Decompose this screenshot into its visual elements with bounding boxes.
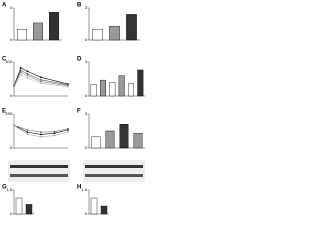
point [26, 128, 29, 131]
point [13, 124, 15, 127]
point [53, 132, 56, 135]
blot-band [85, 174, 143, 177]
point [40, 135, 42, 138]
point [40, 131, 42, 134]
point [26, 70, 29, 73]
point [40, 80, 42, 83]
bar [126, 14, 137, 41]
y-tick-label: 400 [5, 59, 12, 64]
y-tick-label: 0 [10, 145, 13, 150]
y-tick-label: 1.5 [81, 187, 87, 192]
bar [90, 197, 98, 215]
panel-label: C [2, 57, 7, 63]
panel-label: F [77, 109, 81, 115]
panel-label: G [2, 185, 7, 191]
bar [100, 205, 108, 215]
panel-label: E [2, 109, 6, 115]
bar [25, 204, 33, 215]
blot-g [8, 160, 70, 182]
y-tick-label: 0 [10, 37, 13, 42]
point [26, 74, 29, 77]
point [67, 127, 69, 130]
panel-label: B [77, 3, 82, 9]
bar [90, 84, 97, 97]
point [19, 71, 22, 74]
blot-h [83, 160, 145, 182]
point [13, 86, 15, 89]
panel-label: H [77, 185, 81, 191]
y-tick-label: 3 [85, 5, 88, 10]
point [26, 133, 29, 136]
bar [17, 29, 28, 41]
y-tick-label: 0 [10, 93, 13, 98]
bar [91, 136, 101, 149]
blot-band [85, 165, 143, 168]
blot-band [10, 165, 68, 168]
bar [119, 123, 129, 149]
y-tick-label: 0 [85, 211, 88, 216]
point [19, 67, 22, 69]
bar [137, 69, 144, 97]
y-tick-label: 3 [10, 5, 13, 10]
point [26, 131, 29, 134]
point [40, 82, 42, 85]
y-tick-label: 3 [85, 59, 88, 64]
bar [49, 12, 60, 41]
line [13, 125, 69, 135]
bar [15, 197, 23, 215]
point [40, 78, 42, 81]
y-tick-label: 3 [85, 111, 88, 116]
bar [118, 75, 125, 97]
point [26, 77, 29, 80]
bar [33, 22, 44, 41]
y-tick-label: 0 [85, 93, 88, 98]
bar [105, 130, 115, 149]
panel-label: D [77, 57, 82, 63]
bar [109, 25, 120, 41]
blot-band [10, 174, 68, 177]
point [53, 134, 56, 137]
point [40, 76, 42, 79]
bar [127, 83, 134, 97]
point [19, 73, 22, 76]
bar [99, 79, 106, 97]
y-tick-label: 1.5 [6, 187, 12, 192]
point [67, 131, 69, 134]
point [19, 69, 22, 72]
y-tick-label: 150 [5, 111, 12, 116]
y-tick-label: 0 [85, 37, 88, 42]
bar [92, 29, 103, 41]
bar [109, 82, 116, 97]
bar [133, 133, 143, 149]
y-tick-label: 0 [10, 211, 13, 216]
point [53, 130, 56, 133]
panel-label: A [2, 3, 7, 9]
point [67, 85, 69, 88]
y-tick-label: 0 [85, 145, 88, 150]
point [26, 73, 29, 75]
point [40, 133, 42, 136]
